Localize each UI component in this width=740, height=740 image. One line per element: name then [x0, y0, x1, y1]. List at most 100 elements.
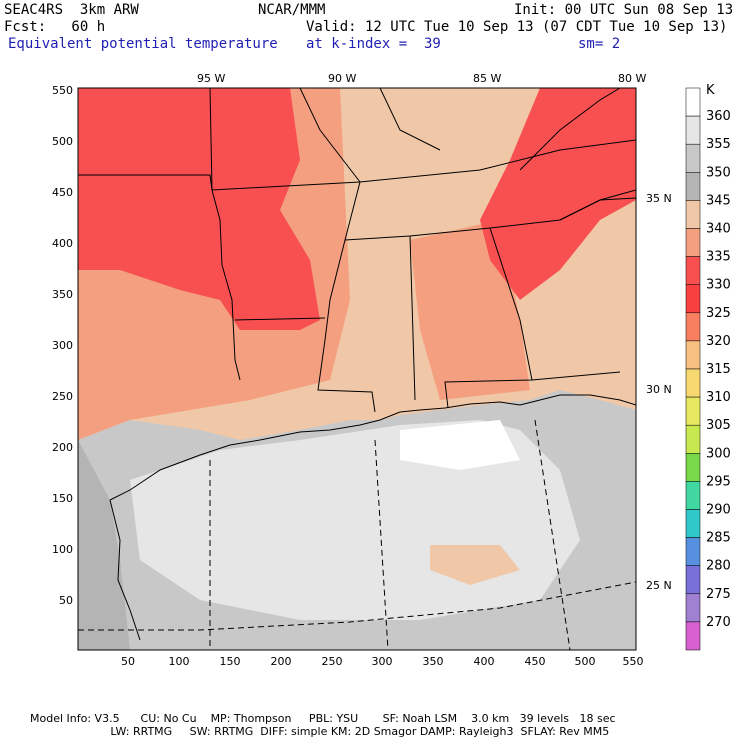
colorbar-swatch	[685, 509, 701, 538]
colorbar-swatch	[685, 200, 701, 229]
lon-line-90w	[374, 439, 389, 650]
warm-core-east	[480, 88, 636, 300]
level-info: at k-index = 39	[306, 36, 441, 52]
lat-label-35n: 35 N	[646, 192, 672, 205]
colorbar-swatch	[685, 481, 701, 510]
colorbar-level: 280	[706, 559, 731, 574]
colorbar-level: 330	[706, 278, 731, 293]
state-border-8	[531, 371, 621, 381]
colorbar-level: 275	[706, 587, 731, 602]
lon-label-80w: 80 W	[618, 72, 646, 85]
colorbar-level: 320	[706, 334, 731, 349]
y-tick: 500	[52, 135, 73, 148]
mexico-coastline	[109, 499, 141, 641]
colorbar-swatch	[685, 368, 701, 398]
x-tick: 250	[322, 655, 343, 668]
state-border-13	[379, 88, 441, 151]
warm-core-west	[78, 88, 320, 330]
florida-coastline	[519, 394, 636, 406]
x-tick: 500	[575, 655, 596, 668]
lat-label-25n: 25 N	[646, 579, 672, 592]
colorbar-level: 360	[706, 109, 731, 124]
model-info-line1: Model Info: V3.5 CU: No Cu MP: Thompson …	[30, 712, 616, 725]
x-tick: 150	[220, 655, 241, 668]
colorbar-swatch	[685, 453, 701, 482]
x-tick: 200	[271, 655, 292, 668]
colorbar-level: 300	[706, 446, 731, 461]
colorbar-swatch	[685, 424, 701, 454]
gulf-coastline	[109, 401, 521, 501]
state-border-3	[234, 317, 326, 321]
state-border-11	[519, 88, 621, 171]
model-info-line2: LW: RRTMG SW: RRTMG DIFF: simple KM: 2D …	[30, 725, 610, 738]
colorbar-swatch	[685, 284, 701, 314]
lon-label-85w: 85 W	[473, 72, 501, 85]
state-border-12	[299, 88, 361, 183]
valid-time: Valid: 12 UTC Tue 10 Sep 13 (07 CDT Tue …	[306, 19, 728, 35]
colorbar-level: 270	[706, 615, 731, 630]
colorbar-level: 305	[706, 418, 731, 433]
lon-label-90w: 90 W	[328, 72, 356, 85]
colorbar-level: 345	[706, 193, 731, 208]
colorbar-unit: K	[706, 83, 715, 98]
y-tick: 100	[52, 543, 73, 556]
y-tick: 350	[52, 288, 73, 301]
colorbar-level: 285	[706, 531, 731, 546]
y-tick: 150	[52, 492, 73, 505]
y-tick: 450	[52, 186, 73, 199]
model-name: SEAC4RS 3km ARW	[4, 2, 139, 18]
colorbar-swatch	[685, 312, 701, 342]
forecast-hour: Fcst: 60 h	[4, 19, 106, 35]
lat-line-25n	[78, 581, 636, 631]
org-name: NCAR/MMM	[258, 2, 326, 18]
init-time: Init: 00 UTC Sun 08 Sep 13	[514, 2, 734, 18]
colorbar-level: 355	[706, 137, 731, 152]
y-axis-ticks: 550 500 450 400 350 300 250 200 150 100 …	[52, 84, 73, 607]
y-tick: 400	[52, 237, 73, 250]
colorbar-swatch	[685, 593, 701, 623]
colorbar-level: 335	[706, 250, 731, 265]
gulf-white-patch	[400, 420, 520, 470]
colorbar-level: 325	[706, 306, 731, 321]
colorbar-swatch	[685, 621, 701, 651]
y-tick: 50	[59, 594, 73, 607]
map-frame	[77, 87, 637, 651]
colorbar-swatch	[685, 115, 701, 145]
lon-label-95w: 95 W	[197, 72, 225, 85]
colorbar-level: 350	[706, 165, 731, 180]
state-border-2	[209, 88, 241, 381]
colorbar-swatch	[685, 340, 701, 370]
x-tick: 450	[525, 655, 546, 668]
colorbar-swatch	[685, 172, 701, 201]
gulf-warm-patch	[430, 545, 520, 585]
lon-line-85w	[534, 419, 571, 650]
colorbar-swatch	[685, 87, 701, 117]
y-tick: 550	[52, 84, 73, 97]
colorbar-swatch	[685, 565, 701, 595]
y-tick: 200	[52, 441, 73, 454]
state-border-9	[359, 139, 636, 183]
colorbar: 360 355 350 345 340 335 330 325 320 315 310 305 300 2…	[685, 87, 731, 651]
x-tick: 50	[121, 655, 135, 668]
colorbar-swatch	[685, 537, 701, 566]
x-tick: 350	[423, 655, 444, 668]
field-name: Equivalent potential temperature	[8, 36, 278, 52]
colorbar-level: 310	[706, 390, 731, 405]
colorbar-swatch	[685, 396, 701, 426]
y-tick: 300	[52, 339, 73, 352]
state-border-5	[344, 189, 636, 241]
x-tick: 550	[623, 655, 644, 668]
map-field	[78, 88, 636, 650]
colorbar-level: 290	[706, 503, 731, 518]
lat-label-30n: 30 N	[646, 383, 672, 396]
colorbar-level: 315	[706, 362, 731, 377]
colorbar-swatch	[685, 228, 701, 257]
state-border-10	[559, 197, 636, 221]
colorbar-level: 340	[706, 222, 731, 237]
x-tick: 400	[474, 655, 495, 668]
x-tick: 300	[372, 655, 393, 668]
state-border-1	[78, 174, 361, 191]
x-tick: 100	[169, 655, 190, 668]
y-tick: 250	[52, 390, 73, 403]
